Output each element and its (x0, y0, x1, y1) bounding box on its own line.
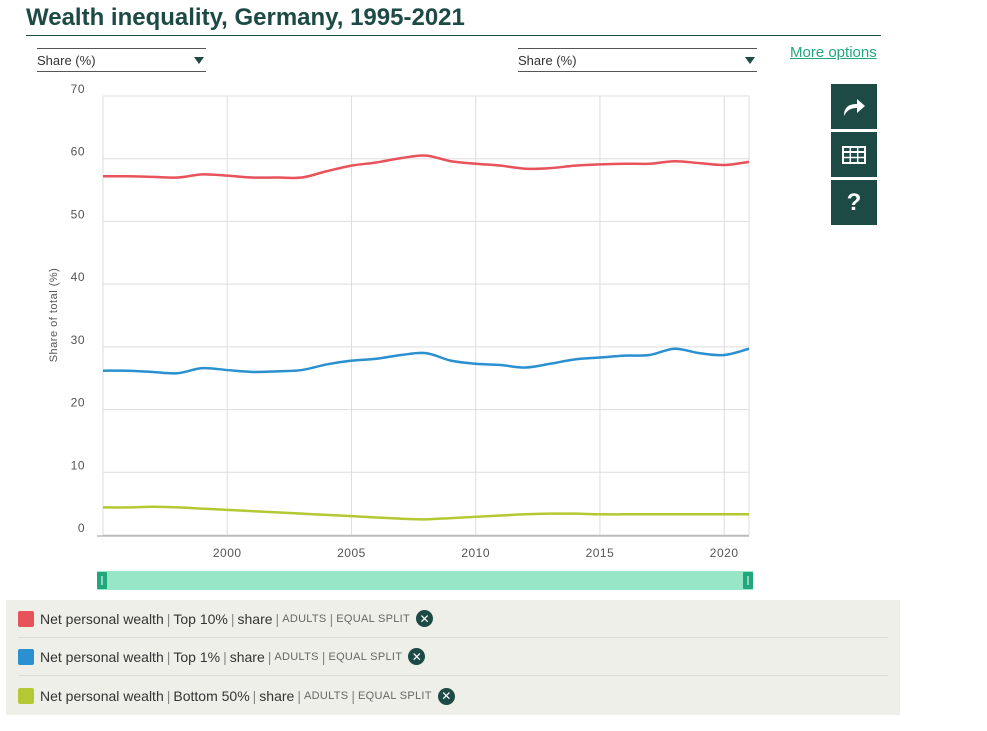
legend-population: ADULTS (274, 650, 319, 663)
right-axis-select-value: Share (%) (518, 53, 577, 68)
series-line-0 (102, 154, 750, 180)
y-axis-ticks: 0 10 20 30 40 50 60 70 (71, 82, 85, 535)
table-view-button[interactable] (831, 132, 877, 177)
chart-series (102, 154, 750, 521)
legend-group: Top 10% (173, 610, 228, 627)
y-tick-label: 50 (71, 207, 85, 221)
y-tick-label: 60 (71, 145, 85, 159)
legend-measure: share (259, 688, 295, 704)
remove-series-close-icon[interactable]: ✕ (416, 610, 434, 627)
remove-series-close-icon[interactable]: ✕ (408, 648, 426, 665)
left-axis-select-value: Share (%) (37, 53, 96, 68)
line-chart: 0 10 20 30 40 50 60 70 2000 2005 2010 2015 2020 Sha… (48, 82, 753, 590)
x-tick-label: 2020 (710, 546, 739, 560)
chart-grid (97, 95, 750, 537)
chart-legend: Net personal wealth | Top 10% | share | … (6, 600, 900, 715)
right-axis-select[interactable]: Share (%) (518, 48, 757, 72)
range-slider-track[interactable] (97, 571, 753, 590)
chevron-down-icon (194, 57, 204, 64)
y-tick-label: 40 (71, 270, 85, 284)
legend-measure: share (237, 610, 273, 627)
legend-unit: EQUAL SPLIT (336, 612, 411, 625)
chart-title: Wealth inequality, Germany, 1995-2021 (26, 4, 465, 31)
x-axis-ticks: 2000 2005 2010 2015 2020 (213, 546, 739, 560)
share-arrow-icon (844, 98, 865, 116)
chevron-down-icon (745, 57, 755, 64)
y-tick-label: 70 (71, 82, 85, 96)
legend-item-bottom50: Net personal wealth | Bottom 50% | share… (18, 677, 888, 715)
range-slider[interactable] (97, 571, 753, 590)
question-icon: ? (846, 188, 862, 216)
x-tick-label: 2015 (586, 546, 615, 560)
left-axis-select[interactable]: Share (%) (37, 48, 206, 72)
legend-measure: share (229, 648, 265, 665)
y-tick-label: 30 (71, 333, 85, 347)
legend-group: Top 1% (173, 648, 221, 665)
legend-unit: EQUAL SPLIT (328, 650, 403, 663)
series-line-1 (102, 347, 750, 375)
legend-swatch (18, 648, 34, 665)
more-options-link[interactable]: More options (790, 44, 877, 61)
table-icon (842, 145, 866, 164)
x-tick-label: 2000 (213, 546, 242, 560)
legend-variable: Net personal wealth (40, 648, 164, 665)
y-tick-label: 0 (78, 521, 85, 535)
legend-unit: EQUAL SPLIT (358, 690, 432, 702)
legend-population: ADULTS (303, 690, 349, 702)
legend-swatch (18, 610, 34, 627)
x-tick-label: 2005 (337, 546, 366, 560)
y-axis-label: Share of total (%) (48, 268, 60, 363)
legend-population: ADULTS (282, 612, 327, 625)
legend-variable: Net personal wealth (40, 688, 164, 704)
title-divider (26, 35, 881, 36)
legend-group: Bottom 50% (173, 688, 250, 704)
legend-item-top1: Net personal wealth | Top 1% | share | A… (18, 638, 888, 676)
help-button[interactable]: ? (831, 180, 877, 225)
legend-item-top10: Net personal wealth | Top 10% | share | … (18, 600, 888, 638)
y-tick-label: 10 (71, 458, 85, 472)
legend-variable: Net personal wealth (40, 610, 164, 627)
x-tick-label: 2010 (461, 546, 490, 560)
legend-swatch (18, 688, 34, 704)
series-line-2 (102, 505, 749, 521)
remove-series-close-icon[interactable]: ✕ (437, 687, 455, 705)
share-button[interactable] (831, 84, 877, 129)
y-tick-label: 20 (71, 396, 85, 410)
